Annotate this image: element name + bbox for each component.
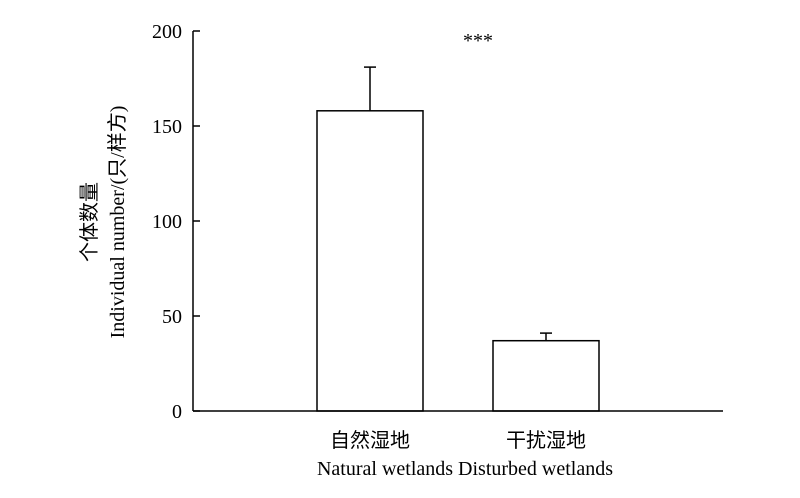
x-category-label: 干扰湿地 bbox=[506, 428, 586, 452]
significance-label: *** bbox=[463, 30, 493, 52]
x-axis-english-categories: Natural wetlands Disturbed wetlands bbox=[317, 458, 613, 480]
y-axis-ticks: 0 50 100 150 200 bbox=[152, 21, 200, 423]
bars bbox=[316, 66, 600, 412]
bar bbox=[316, 110, 424, 412]
x-category-label: 自然湿地 bbox=[330, 428, 410, 452]
y-axis-title-zh: 个体数量 bbox=[77, 182, 101, 262]
y-axis-title: 个体数量 Individual number/(只/样方) bbox=[77, 106, 129, 339]
y-tick-label: 100 bbox=[152, 211, 182, 233]
y-tick-label: 200 bbox=[152, 21, 182, 43]
y-tick-label: 0 bbox=[172, 401, 182, 423]
bar bbox=[492, 339, 600, 412]
x-axis-category-labels: 自然湿地 干扰湿地 bbox=[330, 428, 586, 452]
y-tick-label: 150 bbox=[152, 116, 182, 138]
y-axis-title-en: Individual number/(只/样方) bbox=[106, 106, 129, 339]
significance-annotation: *** bbox=[428, 28, 516, 52]
y-tick-label: 50 bbox=[162, 306, 182, 328]
annotation-box bbox=[428, 28, 516, 52]
